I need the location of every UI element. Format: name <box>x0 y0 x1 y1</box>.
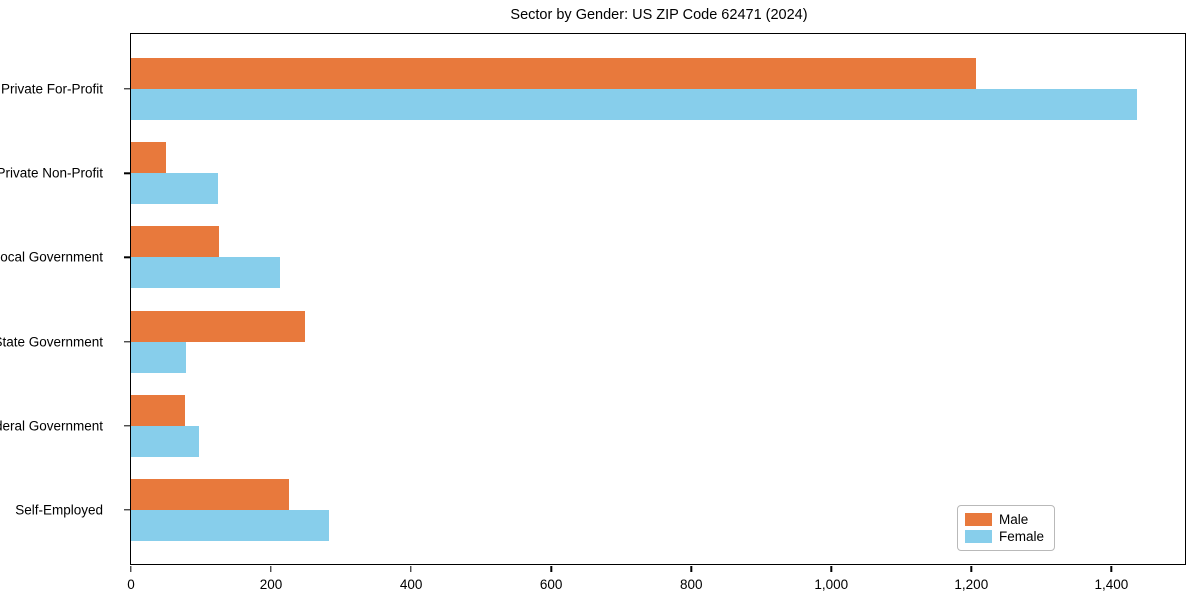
bar-female <box>131 173 218 205</box>
bar-female <box>131 341 187 373</box>
bar-male <box>131 394 185 426</box>
x-tick-label: 400 <box>399 577 423 592</box>
bar-female <box>131 510 330 541</box>
y-tick-mark <box>124 340 131 343</box>
bar-male <box>131 479 289 510</box>
y-tick-label: Private For-Profit <box>0 81 103 97</box>
y-tick-label: Private Non-Profit <box>0 165 103 181</box>
x-tick-mark <box>270 566 272 572</box>
chart-title: Sector by Gender: US ZIP Code 62471 (202… <box>510 7 808 23</box>
y-tick-mark <box>124 256 131 259</box>
bar-male <box>131 310 305 342</box>
legend-male-label: Male <box>999 512 1029 527</box>
y-tick-mark <box>124 88 131 90</box>
x-tick-label: 200 <box>259 577 283 592</box>
legend-entry-female: Female <box>965 529 1046 544</box>
x-tick-mark <box>830 566 832 572</box>
x-tick-mark <box>690 566 692 572</box>
x-tick-label: 1,000 <box>814 577 849 592</box>
x-tick-mark <box>970 566 973 572</box>
x-tick-mark <box>550 566 552 572</box>
female-swatch-icon <box>965 530 992 543</box>
bar-male <box>131 58 976 89</box>
x-tick-label: 0 <box>127 577 135 592</box>
x-tick-mark <box>410 566 412 572</box>
bar-female <box>131 89 1137 120</box>
x-tick-label: 800 <box>679 577 703 592</box>
bar-female <box>131 425 199 457</box>
bar-male <box>131 142 166 174</box>
plot-area: Male Female Private For-Profit Private No… <box>0 33 1186 592</box>
y-tick-mark <box>124 425 131 427</box>
y-tick-label: Federal Government <box>0 418 103 434</box>
legend-entry-male: Male <box>965 512 1046 527</box>
y-tick-mark <box>124 509 131 511</box>
bar-female <box>131 257 281 289</box>
bar-male <box>131 226 220 258</box>
y-tick-label: State Government <box>0 334 103 350</box>
y-tick-mark <box>124 172 131 174</box>
x-tick-label: 600 <box>539 577 563 592</box>
y-tick-label: Self-Employed <box>15 502 103 518</box>
x-tick-label: 1,200 <box>954 577 989 592</box>
legend: Male Female <box>957 505 1055 551</box>
x-tick-label: 1,400 <box>1094 577 1129 592</box>
y-tick-label: Local Government <box>0 249 103 265</box>
x-tick-mark <box>1110 566 1113 572</box>
x-tick-mark <box>130 566 132 572</box>
male-swatch-icon <box>965 513 992 526</box>
legend-female-label: Female <box>999 529 1045 544</box>
